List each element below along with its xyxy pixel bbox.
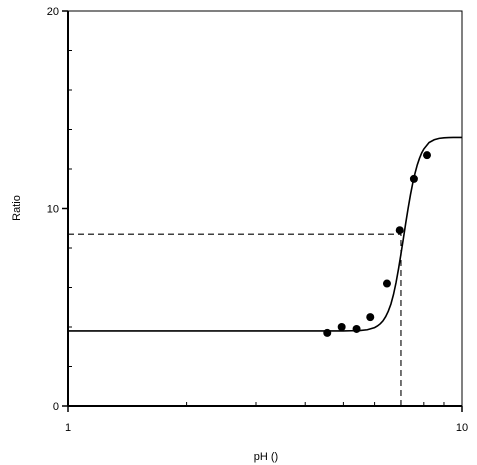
y-tick-label: 20 (47, 6, 59, 18)
x-tick-label: 10 (456, 422, 468, 434)
data-point (352, 324, 361, 333)
data-point (382, 279, 391, 288)
data-point (337, 323, 346, 331)
fitted-curve-group (68, 136, 462, 332)
y-tick-label: 10 (47, 204, 59, 216)
data-point (422, 151, 431, 160)
y-axis-label: Ratio (11, 195, 23, 221)
data-point (323, 328, 332, 337)
data-points-group (323, 151, 431, 337)
axes-group (67, 10, 463, 407)
ticks-group: 0 10 20 1 10 (47, 6, 468, 434)
fitted-curve-line (68, 136, 462, 332)
data-point (409, 174, 418, 183)
y-tick-label: 0 (53, 401, 59, 413)
data-point (366, 313, 375, 322)
plot-frame (67, 10, 463, 407)
x-axis-label: pH () (254, 451, 278, 463)
reference-lines-group (68, 233, 402, 406)
data-point (395, 226, 404, 235)
x-tick-label: 1 (65, 422, 71, 434)
